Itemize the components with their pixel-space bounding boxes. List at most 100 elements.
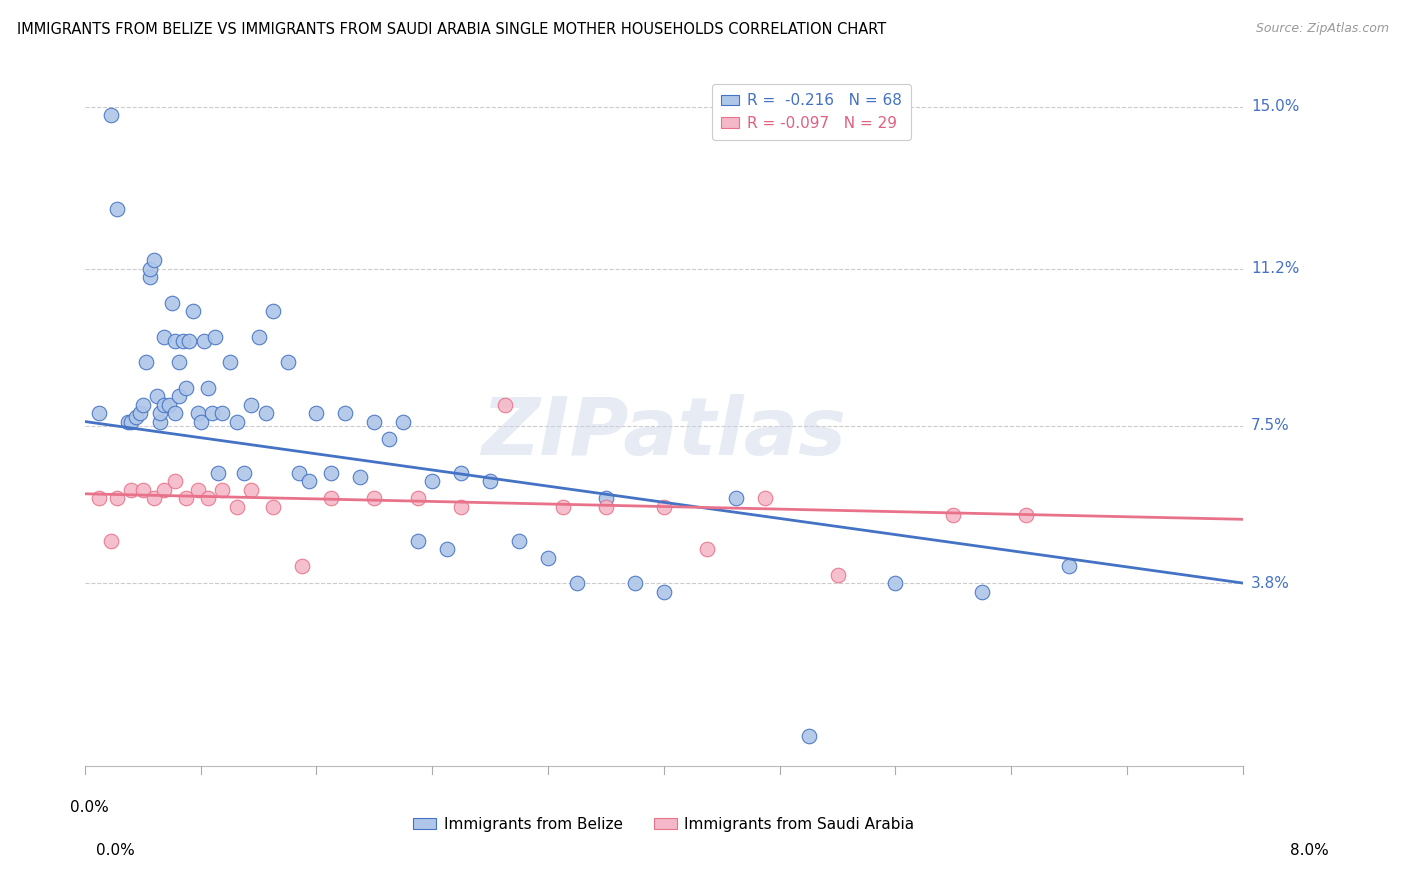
- Point: [132, 483, 155, 497]
- Point: [595, 491, 617, 505]
- Point: [565, 576, 588, 591]
- Point: [120, 483, 142, 497]
- Point: [143, 252, 166, 267]
- Point: [725, 491, 748, 505]
- Point: [157, 398, 180, 412]
- Point: [167, 389, 190, 403]
- Point: [149, 406, 172, 420]
- Point: [298, 474, 321, 488]
- Point: [172, 334, 194, 348]
- Point: [508, 533, 530, 548]
- Text: 3.8%: 3.8%: [1251, 575, 1291, 591]
- Point: [537, 550, 560, 565]
- Point: [89, 406, 111, 420]
- Point: [204, 329, 226, 343]
- Point: [652, 584, 675, 599]
- Point: [225, 500, 247, 514]
- Point: [187, 483, 209, 497]
- Point: [696, 542, 718, 557]
- Point: [247, 329, 270, 343]
- Text: 7.5%: 7.5%: [1251, 418, 1289, 434]
- Point: [187, 406, 209, 420]
- Point: [288, 466, 311, 480]
- Point: [218, 355, 240, 369]
- Point: [149, 415, 172, 429]
- Point: [624, 576, 647, 591]
- Point: [190, 415, 212, 429]
- Point: [146, 389, 169, 403]
- Point: [163, 334, 186, 348]
- Point: [1057, 559, 1080, 574]
- Point: [174, 491, 197, 505]
- Text: 11.2%: 11.2%: [1251, 261, 1299, 276]
- Point: [177, 334, 200, 348]
- Point: [479, 474, 502, 488]
- Point: [262, 304, 284, 318]
- Point: [135, 355, 157, 369]
- Text: Source: ZipAtlas.com: Source: ZipAtlas.com: [1256, 22, 1389, 36]
- Point: [305, 406, 328, 420]
- Point: [335, 406, 357, 420]
- Point: [420, 474, 443, 488]
- Point: [153, 483, 176, 497]
- Point: [1015, 508, 1038, 522]
- Point: [89, 491, 111, 505]
- Point: [233, 466, 256, 480]
- Point: [105, 202, 128, 216]
- Point: [167, 355, 190, 369]
- Point: [363, 491, 385, 505]
- Point: [319, 466, 342, 480]
- Point: [276, 355, 298, 369]
- Point: [163, 474, 186, 488]
- Point: [363, 415, 385, 429]
- Point: [225, 415, 247, 429]
- Point: [240, 483, 263, 497]
- Point: [406, 491, 429, 505]
- Text: ZIPatlas: ZIPatlas: [481, 394, 846, 472]
- Point: [436, 542, 458, 557]
- Text: IMMIGRANTS FROM BELIZE VS IMMIGRANTS FROM SAUDI ARABIA SINGLE MOTHER HOUSEHOLDS : IMMIGRANTS FROM BELIZE VS IMMIGRANTS FRO…: [17, 22, 886, 37]
- Point: [143, 491, 166, 505]
- Text: 0.0%: 0.0%: [70, 800, 110, 815]
- Point: [128, 406, 150, 420]
- Point: [291, 559, 314, 574]
- Point: [132, 398, 155, 412]
- Point: [254, 406, 277, 420]
- Point: [262, 500, 284, 514]
- Point: [117, 415, 139, 429]
- Point: [595, 500, 617, 514]
- Point: [972, 584, 994, 599]
- Point: [406, 533, 429, 548]
- Point: [319, 491, 342, 505]
- Point: [153, 329, 176, 343]
- Point: [211, 483, 233, 497]
- Point: [105, 491, 128, 505]
- Point: [450, 500, 472, 514]
- Point: [197, 380, 219, 394]
- Legend: R =  -0.216   N = 68, R = -0.097   N = 29: R = -0.216 N = 68, R = -0.097 N = 29: [711, 84, 911, 140]
- Point: [450, 466, 472, 480]
- Point: [797, 729, 820, 743]
- Point: [494, 398, 516, 412]
- Point: [100, 533, 122, 548]
- Point: [207, 466, 229, 480]
- Point: [211, 406, 233, 420]
- Point: [163, 406, 186, 420]
- Text: 8.0%: 8.0%: [1289, 843, 1329, 858]
- Point: [120, 415, 142, 429]
- Point: [124, 410, 146, 425]
- Point: [754, 491, 776, 505]
- Text: 0.0%: 0.0%: [96, 843, 135, 858]
- Point: [153, 398, 176, 412]
- Point: [197, 491, 219, 505]
- Point: [378, 432, 401, 446]
- Point: [183, 304, 205, 318]
- Point: [139, 270, 162, 285]
- Point: [349, 470, 371, 484]
- Point: [942, 508, 965, 522]
- Point: [201, 406, 224, 420]
- Point: [884, 576, 907, 591]
- Point: [193, 334, 215, 348]
- Point: [139, 261, 162, 276]
- Point: [240, 398, 263, 412]
